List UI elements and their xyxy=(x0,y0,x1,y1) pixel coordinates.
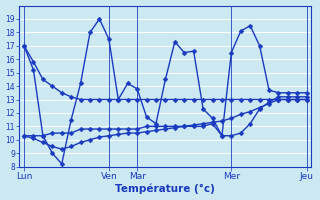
X-axis label: Température (°c): Température (°c) xyxy=(116,184,215,194)
